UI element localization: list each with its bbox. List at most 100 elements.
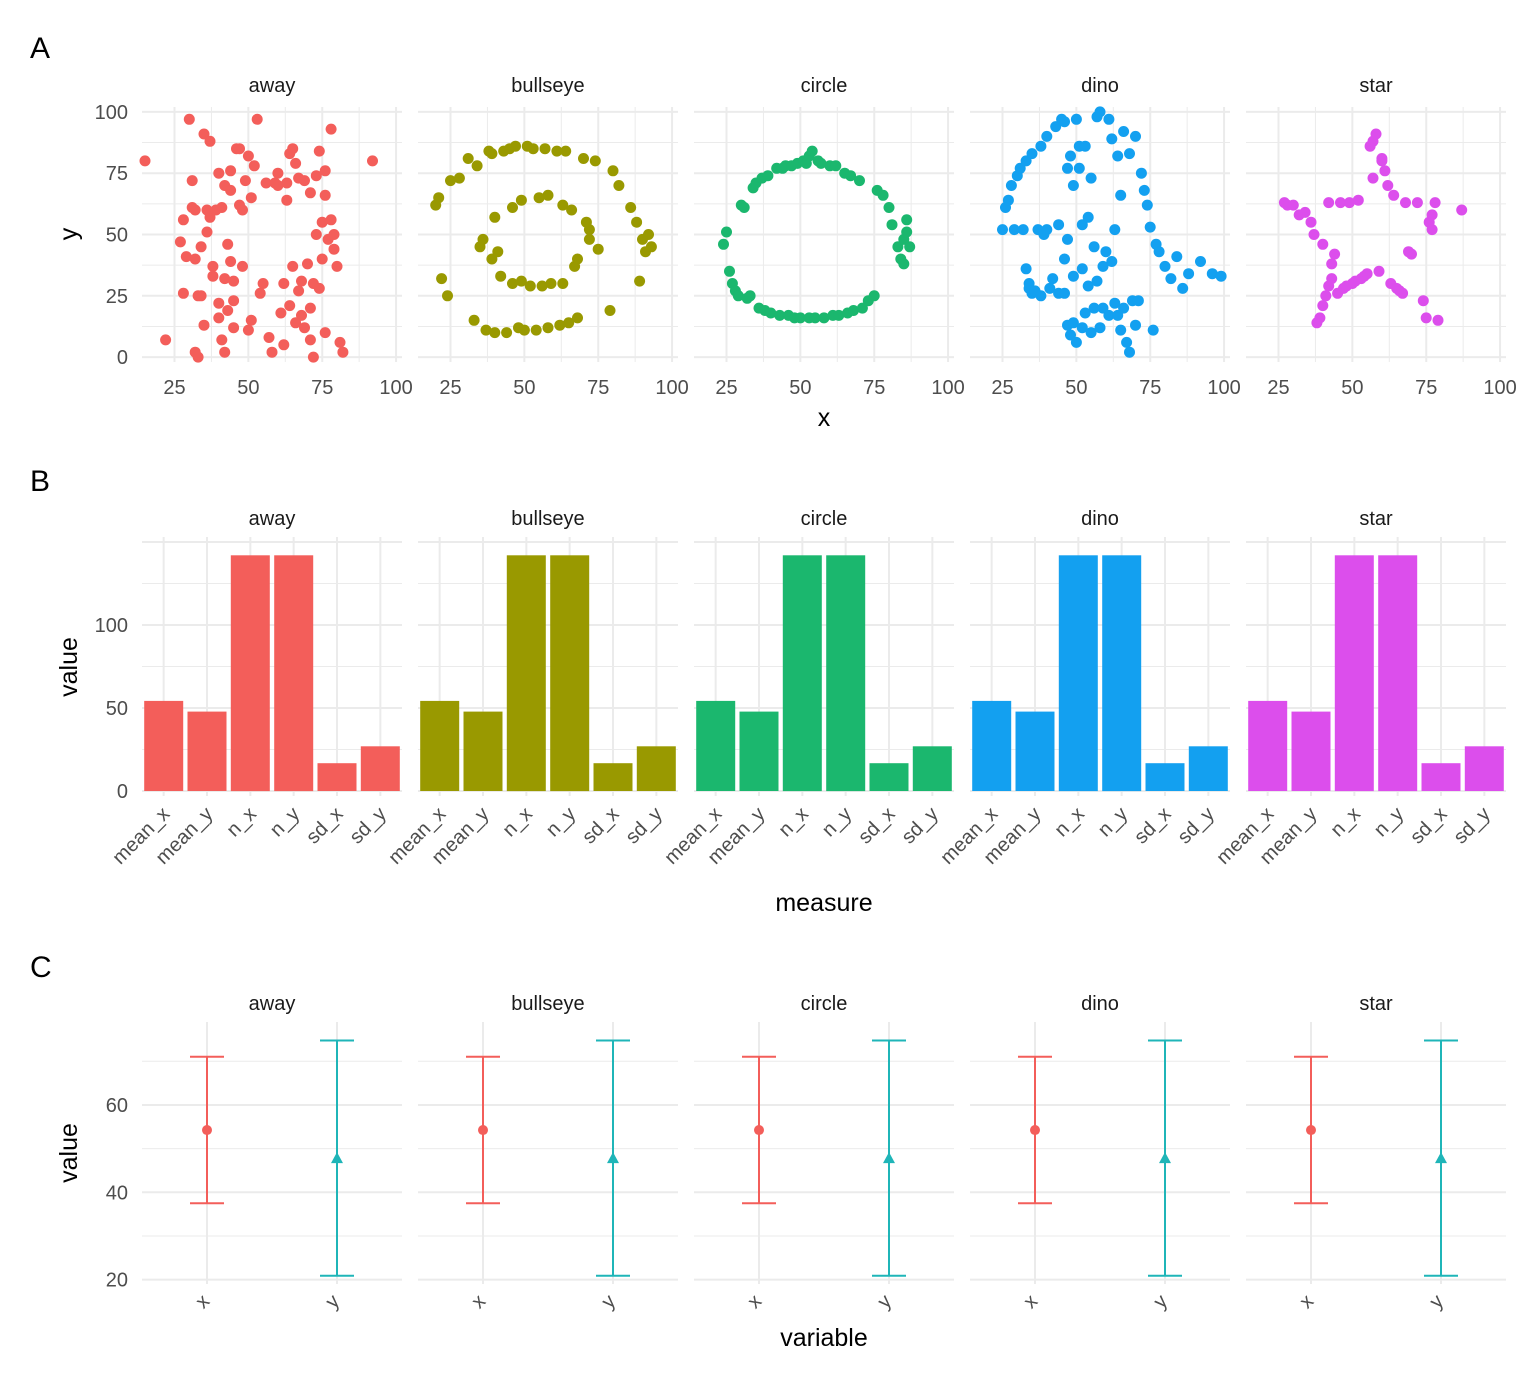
data-point [1017,224,1029,236]
facet-strip-label: away [249,993,296,1015]
data-point [1130,319,1141,331]
bar [1188,746,1228,791]
data-point [551,145,563,157]
x-tick-label: 75 [1139,377,1161,399]
data-point [1094,106,1106,118]
data-point [856,302,868,314]
bar [1291,711,1331,791]
mean-point [331,1152,343,1164]
data-point [296,275,307,287]
facet-strip-label: away [249,75,296,97]
data-point [1326,273,1338,285]
data-point [263,332,275,343]
data-point [307,351,319,363]
data-point [287,260,299,272]
y-tick-label: 50 [106,225,128,247]
data-point [486,148,498,160]
y-tick-label: 40 [106,1182,128,1204]
data-point [242,150,254,162]
panel-a-scatter: A away 25 50 75 100 0 25 50 75 100 bullseye 25 50 75 1… [30,32,1517,432]
data-point [527,143,539,155]
data-point [818,312,830,324]
data-point [228,275,240,287]
data-point [1147,324,1159,336]
x-tick-label: sd_x [578,803,623,848]
data-point [1141,199,1153,211]
data-point [721,226,732,238]
data-point [1206,268,1218,280]
bar [782,555,822,792]
data-point [281,177,293,189]
x-tick-label: sd_x [1406,803,1451,848]
data-point [245,192,257,204]
data-point [643,229,654,240]
facet-bullseye: bullseye 25 50 75 100 [418,75,689,399]
bar [912,746,952,791]
data-point [290,157,302,169]
data-point [886,219,898,231]
bar [1378,555,1418,792]
x-tick-label: y [873,1290,896,1313]
data-point [578,153,589,164]
bar [1145,763,1185,791]
x-tick-label: sd_x [1130,803,1175,848]
data-point [489,211,501,223]
data-point [1314,312,1326,324]
facet-strip-label: circle [801,75,848,97]
data-point [724,265,735,277]
data-point [510,140,521,152]
panel-tag-b: B [30,465,50,498]
data-point [1094,322,1106,334]
data-point [1059,253,1070,265]
data-point [1397,287,1409,299]
data-point [1456,204,1468,216]
data-point [583,224,595,236]
x-tick-label: x [743,1290,766,1313]
data-point [442,290,453,302]
data-point [304,302,316,314]
x-tick-label: x [467,1290,490,1313]
facet-strip-label: bullseye [511,508,584,530]
bar [317,763,357,791]
x-tick-label: sd_y [1173,803,1218,848]
data-point [607,165,619,177]
data-point [515,275,527,287]
data-point [1124,346,1135,358]
data-point [275,307,287,319]
data-point [222,305,234,316]
bar [593,763,633,791]
y-axis-title: value [55,637,83,697]
x-tick-label: n_y [542,803,580,841]
data-point [204,211,216,223]
x-tick-label: sd_y [345,803,390,848]
data-point [225,184,237,196]
data-point [316,216,328,228]
data-point [1177,282,1189,294]
bar [869,763,909,791]
data-point [1067,180,1079,191]
data-point [174,236,186,248]
facet-away: away x y 20 40 60 [106,993,402,1313]
x-axis-title: measure [775,889,872,917]
data-point [1076,322,1088,334]
bar [1015,711,1055,791]
data-point [1103,309,1115,321]
data-point [592,243,604,255]
y-tick-label: 20 [106,1270,128,1292]
data-point [1002,194,1014,206]
x-tick-label: 75 [587,377,609,399]
data-point [1062,233,1073,245]
data-point [328,243,340,255]
data-point [1109,224,1121,236]
data-point [809,312,821,324]
data-point [515,194,527,206]
data-point [189,253,201,265]
data-point [1388,189,1400,201]
data-point [631,216,643,228]
data-point [304,334,316,346]
x-tick-label: x [1295,1290,1318,1313]
data-point [222,238,234,250]
data-point [1076,219,1088,231]
